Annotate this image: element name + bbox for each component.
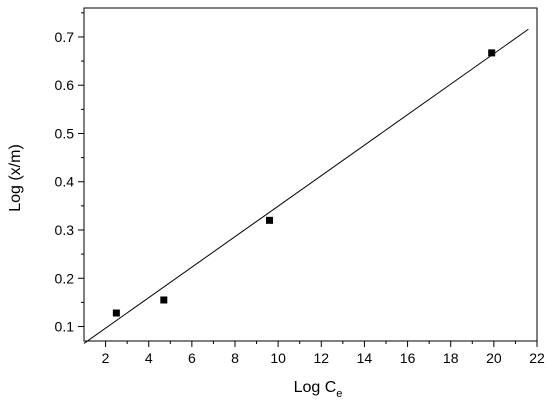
- data-point: [112, 309, 120, 317]
- x-tick-label: 18: [443, 350, 459, 366]
- x-axis-title: Log Ce: [294, 379, 343, 400]
- fit-line: [83, 28, 529, 344]
- x-tick-label: 6: [188, 350, 196, 366]
- y-tick-label: 0.4: [55, 174, 75, 190]
- y-tick-label: 0.7: [55, 29, 75, 45]
- x-tick-label: 2: [102, 350, 110, 366]
- x-axis-title-subscript: e: [336, 388, 342, 400]
- data-point: [488, 49, 496, 57]
- y-tick-label: 0.2: [55, 270, 75, 286]
- x-tick-label: 8: [231, 350, 239, 366]
- y-tick-label: 0.1: [55, 319, 75, 335]
- plot-frame: [83, 7, 538, 342]
- x-tick-label: 14: [357, 350, 373, 366]
- fit-line-group: [83, 28, 529, 344]
- data-point: [160, 296, 168, 304]
- x-axis-title-main: Log C: [294, 379, 337, 396]
- y-tick-label: 0.6: [55, 77, 75, 93]
- x-tick-label: 10: [270, 350, 286, 366]
- x-tick-label: 4: [145, 350, 153, 366]
- y-tick-label: 0.5: [55, 125, 75, 141]
- data-point: [266, 216, 274, 224]
- y-axis-title: Log (x/m): [7, 144, 24, 212]
- axes: 2 4 6 8 10 12 14 16 18 20 22 0.1 0.2 0.3 0.4 0.5 0.6 0.7: [55, 7, 545, 366]
- x-tick-label: 20: [486, 350, 502, 366]
- x-tick-label: 22: [529, 350, 545, 366]
- x-tick-label: 16: [400, 350, 416, 366]
- x-tick-label: 12: [313, 350, 329, 366]
- y-tick-label: 0.3: [55, 222, 75, 238]
- data-points: [112, 49, 496, 317]
